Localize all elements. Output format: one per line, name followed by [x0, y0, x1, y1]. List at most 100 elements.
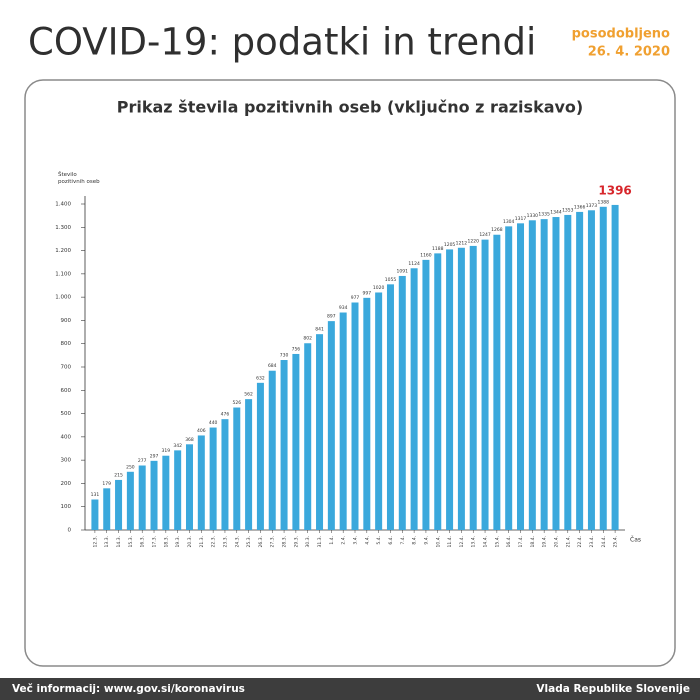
- value-label: 1317: [515, 216, 527, 222]
- value-label: 1247: [479, 232, 491, 238]
- bar: [398, 275, 406, 530]
- bar: [375, 292, 383, 530]
- bar: [162, 455, 170, 530]
- y-axis-label: Število pozitivnih oseb: [58, 172, 100, 185]
- y-tick-label: 400: [61, 434, 72, 440]
- y-tick-label: 900: [61, 318, 72, 324]
- bar: [528, 220, 536, 531]
- value-label: 1366: [574, 204, 586, 210]
- x-tick-label: 17.4.: [518, 536, 524, 547]
- x-tick-label: 6.4.: [388, 536, 394, 545]
- value-label: 368: [185, 437, 194, 443]
- bar: [469, 245, 477, 530]
- bar: [174, 450, 182, 530]
- bar: [599, 206, 607, 530]
- x-axis-label: Čas: [630, 537, 641, 544]
- value-label: 1335: [538, 212, 550, 218]
- y-tick-label: 200: [61, 481, 72, 487]
- x-tick-label: 10.4.: [435, 536, 441, 547]
- x-tick-label: 13.3.: [104, 536, 110, 547]
- x-tick-label: 27.3.: [270, 536, 276, 547]
- y-tick-label: 1.100: [55, 271, 71, 277]
- bar: [540, 219, 548, 530]
- bar: [292, 353, 300, 530]
- x-tick-label: 20.3.: [187, 536, 193, 547]
- bar: [351, 302, 359, 530]
- value-label: 1220: [467, 238, 479, 244]
- x-tick-label: 18.3.: [163, 536, 169, 547]
- x-tick-label: 22.4.: [577, 536, 583, 547]
- x-tick-label: 7.4.: [400, 536, 406, 545]
- bar: [126, 471, 134, 530]
- page-title: COVID-19: podatki in trendi: [28, 21, 536, 64]
- bar: [363, 297, 371, 530]
- value-label: 342: [173, 443, 182, 449]
- x-tick-label: 12.3.: [92, 536, 98, 547]
- value-label: 897: [327, 314, 336, 320]
- x-tick-label: 24.4.: [601, 536, 607, 547]
- value-label: 526: [232, 400, 241, 406]
- value-label: 319: [162, 448, 171, 454]
- value-label: 934: [339, 305, 348, 311]
- value-label: 1020: [373, 285, 385, 291]
- x-tick-label: 29.3.: [293, 536, 299, 547]
- value-label: 1124: [408, 261, 420, 267]
- x-tick-label: 13.4.: [471, 536, 477, 547]
- value-label: 802: [303, 336, 312, 342]
- y-tick-label: 300: [61, 458, 72, 464]
- y-tick-label: 800: [61, 341, 72, 347]
- y-tick-label: 500: [61, 411, 72, 417]
- bar: [552, 217, 560, 531]
- x-tick-label: 22.3.: [211, 536, 217, 547]
- bar: [138, 465, 146, 530]
- x-tick-label: 31.3.: [317, 536, 323, 547]
- value-label: 1205: [444, 242, 456, 248]
- value-label: 1212: [456, 240, 468, 246]
- value-label: 730: [280, 353, 289, 359]
- bar: [422, 259, 430, 530]
- value-label: 1344: [550, 210, 562, 216]
- updated-label: posodobljeno: [572, 27, 670, 42]
- y-tick-label: 100: [61, 504, 72, 510]
- x-tick-label: 9.4.: [423, 536, 429, 545]
- bar: [268, 370, 276, 530]
- bar: [280, 360, 288, 530]
- y-tick-label: 600: [61, 388, 72, 394]
- bar: [446, 249, 454, 530]
- bar: [339, 312, 347, 530]
- x-tick-label: 21.3.: [199, 536, 205, 547]
- x-tick-label: 23.3.: [222, 536, 228, 547]
- value-label: 977: [351, 295, 360, 301]
- bar: [611, 204, 619, 530]
- value-label: 756: [292, 346, 301, 352]
- x-tick-label: 24.3.: [234, 536, 240, 547]
- bar: [245, 399, 253, 530]
- bar: [517, 223, 525, 530]
- footer-info: Več informacij: www.gov.si/koronavirus: [12, 683, 245, 695]
- bar: [386, 284, 394, 530]
- x-tick-label: 14.3.: [116, 536, 122, 547]
- value-label: 440: [209, 420, 218, 426]
- x-tick-label: 25.4.: [613, 536, 619, 547]
- x-tick-label: 19.3.: [175, 536, 181, 547]
- value-label: 1304: [503, 219, 515, 225]
- value-label: 250: [126, 464, 135, 470]
- x-tick-label: 5.4.: [376, 536, 382, 545]
- bar: [410, 268, 418, 530]
- y-tick-label: 1.200: [55, 248, 71, 254]
- footer-publisher: Vlada Republike Slovenije: [536, 683, 690, 695]
- updated-date: 26. 4. 2020: [588, 45, 670, 60]
- bar: [103, 488, 111, 530]
- bar: [221, 419, 229, 530]
- bar: [493, 234, 501, 531]
- bar: [197, 435, 205, 530]
- value-label: 277: [138, 458, 147, 464]
- bar: [150, 460, 158, 530]
- bar: [316, 334, 324, 530]
- bar: [209, 427, 217, 530]
- x-tick-label: 18.4.: [530, 536, 536, 547]
- value-label: 1091: [397, 268, 409, 274]
- x-tick-label: 17.3.: [152, 536, 158, 547]
- chart-title: Prikaz števila pozitivnih oseb (vključno…: [117, 98, 583, 117]
